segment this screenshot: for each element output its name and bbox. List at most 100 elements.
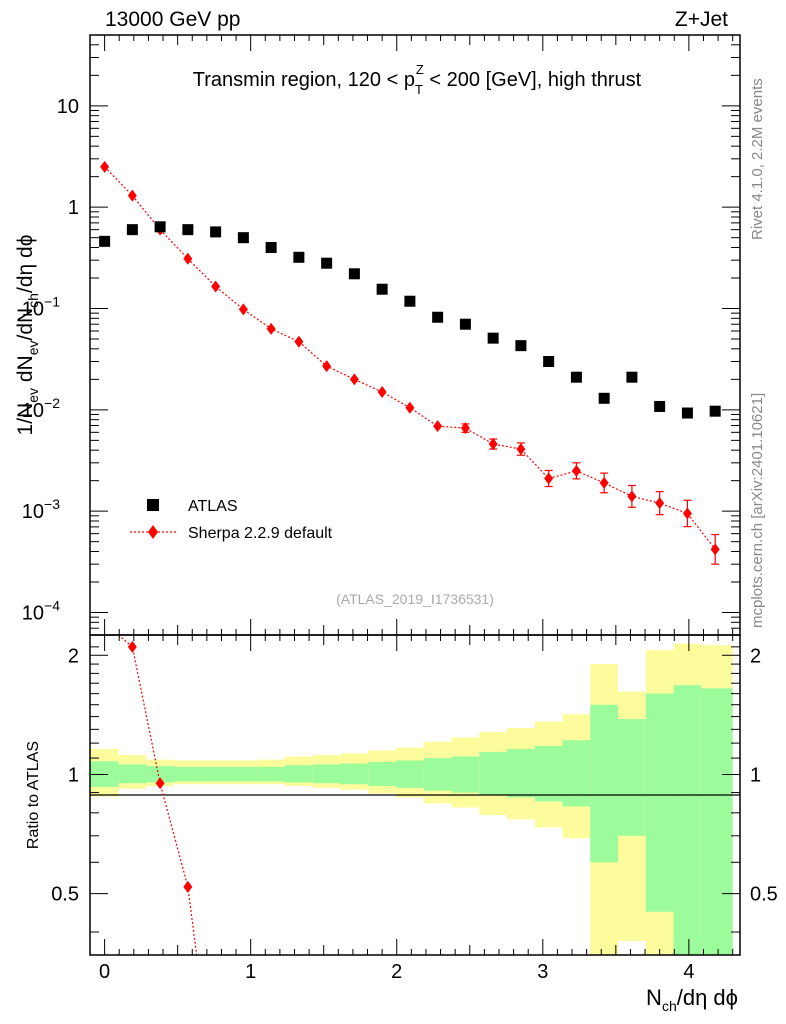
atlas-point <box>543 355 555 367</box>
rivet-label: Rivet 4.1.0, 2.2M events <box>749 78 766 240</box>
ratio-frame <box>89 634 741 956</box>
x-tick-label: 0 <box>99 961 110 983</box>
atlas-point <box>265 241 277 253</box>
ratio-band-inner <box>312 764 341 784</box>
ratio-band-inner <box>146 766 174 783</box>
y-tick-label-base: 10 <box>22 299 44 321</box>
ylabel-part-2: dN <box>14 355 37 388</box>
atlas-point <box>237 232 249 244</box>
ratio-band-inner <box>173 766 202 782</box>
sherpa-point <box>599 476 609 489</box>
ratio-band-inner <box>201 766 230 782</box>
atlas-point <box>182 224 194 236</box>
y-tick-label: 10 <box>57 96 79 118</box>
ylabel-part-3: ev <box>25 340 41 355</box>
y-tick-label-exp: −1 <box>44 294 60 310</box>
atlas-point <box>293 251 305 263</box>
y-axis-label: 1/Nev dNev/dNch/dη dϕ <box>14 235 41 436</box>
sherpa-point <box>627 490 637 503</box>
ratio-band-inner <box>423 758 452 791</box>
atlas-point <box>626 371 638 383</box>
title-sup: Z <box>416 62 424 77</box>
sherpa-point <box>127 189 137 202</box>
ylabel-part-1: ev <box>25 388 41 403</box>
ylabel-part-4: /dN <box>14 308 37 341</box>
atlas-point <box>598 392 610 404</box>
sherpa-point <box>405 401 415 414</box>
xlabel-part-0: N <box>646 985 662 1010</box>
ratio-sherpa-point <box>155 777 165 790</box>
sherpa-point <box>488 438 498 451</box>
x-tick-label: 3 <box>537 961 548 983</box>
y-tick-label: 10−2 <box>22 395 60 422</box>
atlas-point <box>154 221 166 233</box>
sherpa-point <box>655 497 665 510</box>
ratio-y-tick-label: 2 <box>68 645 79 667</box>
atlas-point <box>709 405 721 417</box>
x-axis-label: Nch/dη dϕ <box>646 985 738 1014</box>
legend: ATLAS Sherpa 2.2.9 default <box>130 498 333 542</box>
sherpa-point <box>238 303 248 316</box>
x-tick-label: 1 <box>245 961 256 983</box>
x-tick-label: 2 <box>391 961 402 983</box>
title-post: < 200 [GeV], high thrust <box>424 69 642 91</box>
x-tick-label: 4 <box>683 961 694 983</box>
ratio-band-inner <box>534 745 563 802</box>
sherpa-point <box>211 280 221 293</box>
y-tick-label-exp: −4 <box>44 598 60 614</box>
ylabel-part-5: ch <box>25 293 41 308</box>
chart-title: Transmin region, 120 < pTZ < 200 [GeV], … <box>193 62 642 97</box>
ratio-band-inner <box>618 719 646 836</box>
y-tick-label: 10−1 <box>22 294 60 321</box>
sherpa-point <box>266 322 276 335</box>
y-tick-label-base: 10 <box>57 96 79 118</box>
ratio-band-inner <box>257 766 285 782</box>
sherpa-point <box>460 422 470 435</box>
sherpa-point <box>377 385 387 398</box>
sherpa-point <box>544 472 554 485</box>
y-tick-label-exp: −2 <box>44 395 60 411</box>
sherpa-point <box>294 335 304 348</box>
analysis-id: (ATLAS_2019_I1736531) <box>336 591 494 607</box>
y-tick-label: 10−3 <box>22 496 60 523</box>
legend-atlas-marker <box>147 499 159 511</box>
ratio-y-tick-label-right: 1 <box>750 764 761 786</box>
ratio-band-inner <box>396 760 424 788</box>
sherpa-point <box>571 464 581 477</box>
ylabel-part-6: /dη dϕ <box>14 235 37 293</box>
atlas-point <box>404 295 416 307</box>
ratio-panel: 0.5 0.5 1 1 2 2 Ratio to ATLAS <box>25 634 778 956</box>
y-tick-label: 10−4 <box>22 598 60 625</box>
title-pre: Transmin region, 120 < p <box>193 69 415 91</box>
xlabel-part-1: ch <box>662 998 677 1014</box>
sherpa-point <box>322 360 332 373</box>
ratio-band-inner <box>451 756 480 793</box>
legend-atlas-label: ATLAS <box>188 498 238 515</box>
legend-sherpa-label: Sherpa 2.2.9 default <box>188 525 333 542</box>
ratio-sherpa-point <box>183 880 193 893</box>
atlas-point <box>321 257 333 269</box>
ratio-sherpa-point <box>127 640 137 653</box>
ratio-band-inner <box>673 685 702 955</box>
ratio-band-inner <box>479 751 508 796</box>
atlas-point <box>126 224 138 236</box>
ratio-band-inner <box>368 762 397 787</box>
atlas-point <box>99 235 111 247</box>
ratio-band-inner <box>562 740 591 807</box>
sherpa-point <box>516 443 526 456</box>
legend-sherpa-marker <box>148 525 158 539</box>
ratio-band-inner <box>118 764 147 784</box>
sherpa-point <box>433 420 443 433</box>
y-tick-label-base: 10 <box>22 501 44 523</box>
ratio-y-axis-label: Ratio to ATLAS <box>25 741 42 849</box>
atlas-point <box>432 311 444 323</box>
sherpa-point <box>682 507 692 520</box>
sherpa-point <box>349 373 359 386</box>
sherpa-point <box>710 543 720 556</box>
atlas-point <box>210 226 222 238</box>
source-label: mcplots.cern.ch [arXiv:2401.10621] <box>749 393 766 628</box>
atlas-point <box>654 400 666 412</box>
ratio-y-tick-label-right: 2 <box>750 645 761 667</box>
